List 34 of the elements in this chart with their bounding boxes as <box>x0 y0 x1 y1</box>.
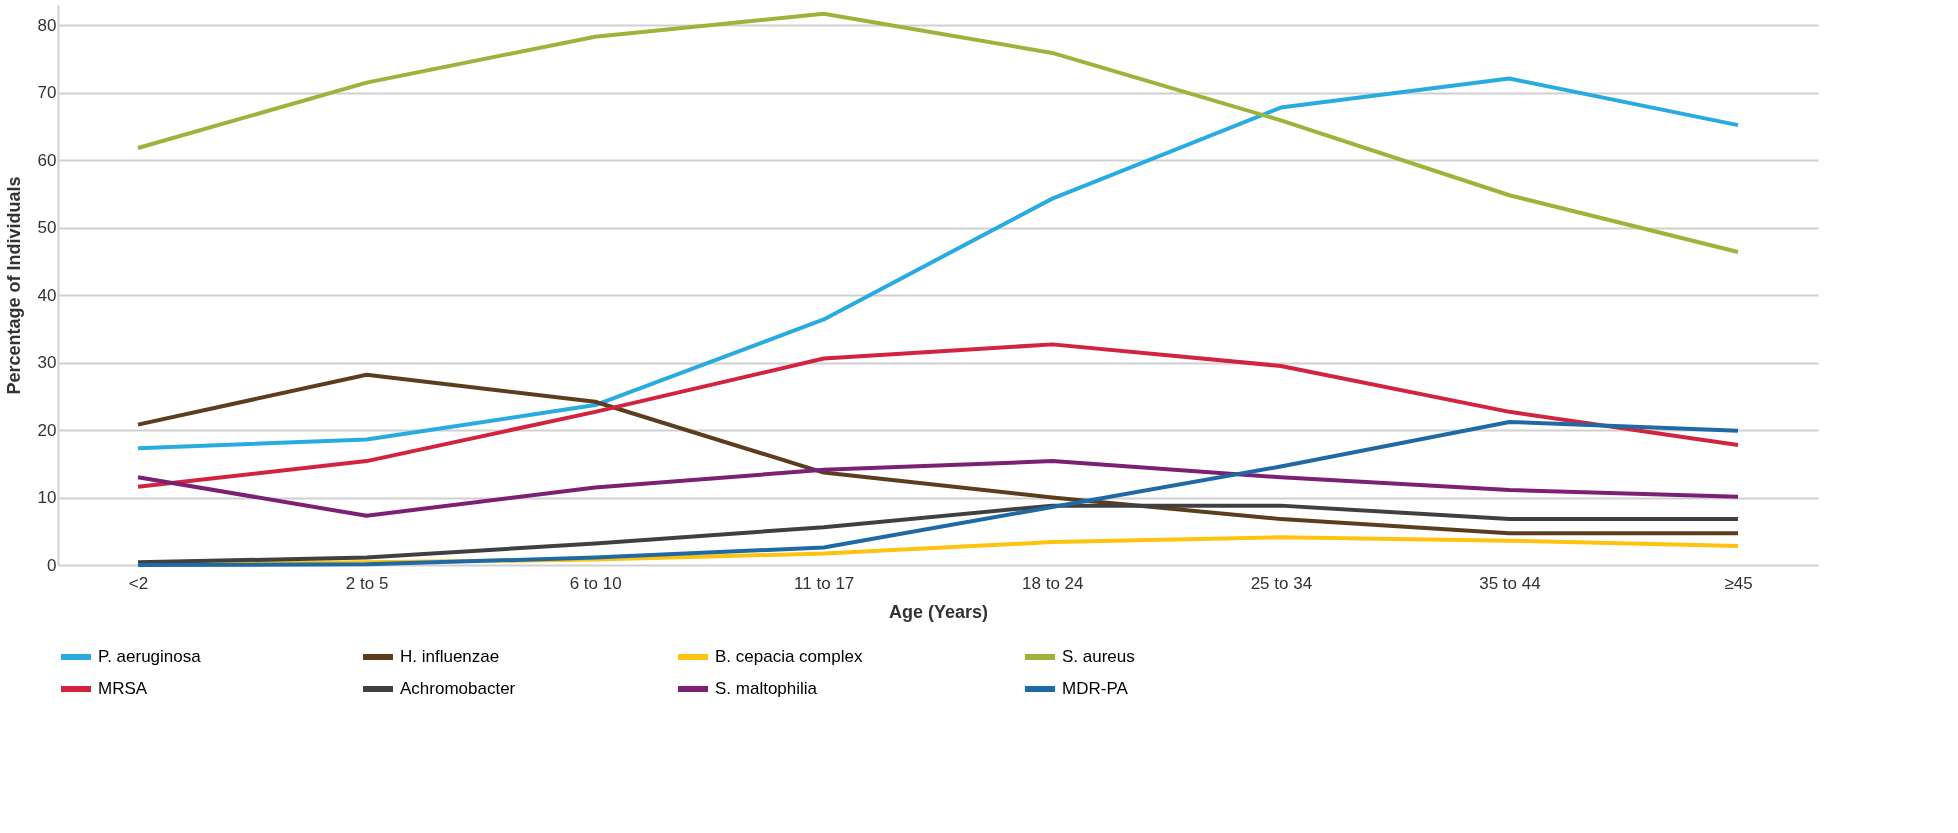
line-series <box>136 459 1740 518</box>
line-series <box>136 76 1740 451</box>
x-tick-label: 2 to 5 <box>345 573 389 593</box>
x-tick-label: ≥45 <box>1724 573 1753 593</box>
y-tick-label: 20 <box>37 420 57 440</box>
x-axis-title: Age (Years) <box>888 601 989 622</box>
legend-label: P. aeruginosa <box>98 647 202 666</box>
line-series <box>136 419 1740 567</box>
legend-label: B. cepacia complex <box>715 647 863 666</box>
y-tick-label: 70 <box>37 83 57 103</box>
line-series <box>136 503 1740 565</box>
legend-label: MDR-PA <box>1062 679 1129 698</box>
y-tick-label: 10 <box>37 488 57 508</box>
y-tick-label: 80 <box>37 15 57 35</box>
legend-label: Achromobacter <box>400 679 516 698</box>
x-tick-label: 11 to 17 <box>794 573 855 593</box>
legend-label: S. maltophilia <box>715 679 818 698</box>
x-tick-label: <2 <box>128 573 149 593</box>
y-tick-label: 30 <box>37 353 57 373</box>
x-tick-label: 35 to 44 <box>1479 573 1541 593</box>
x-tick-label: 25 to 34 <box>1250 573 1313 593</box>
x-tick-label: 6 to 10 <box>569 573 622 593</box>
y-tick-label: 50 <box>37 218 57 238</box>
line-series <box>136 372 1740 536</box>
y-axis-title: Percentage of Individuals <box>3 176 24 395</box>
legend-label: S. aureus <box>1062 647 1135 666</box>
y-tick-label: 60 <box>37 150 57 170</box>
line-series <box>136 342 1740 489</box>
line-series <box>136 11 1740 254</box>
y-tick-label: 40 <box>37 285 57 305</box>
y-tick-label: 0 <box>47 555 57 575</box>
legend-label: H. influenzae <box>400 647 500 666</box>
x-tick-label: 18 to 24 <box>1022 573 1084 593</box>
legend-label: MRSA <box>98 679 148 698</box>
